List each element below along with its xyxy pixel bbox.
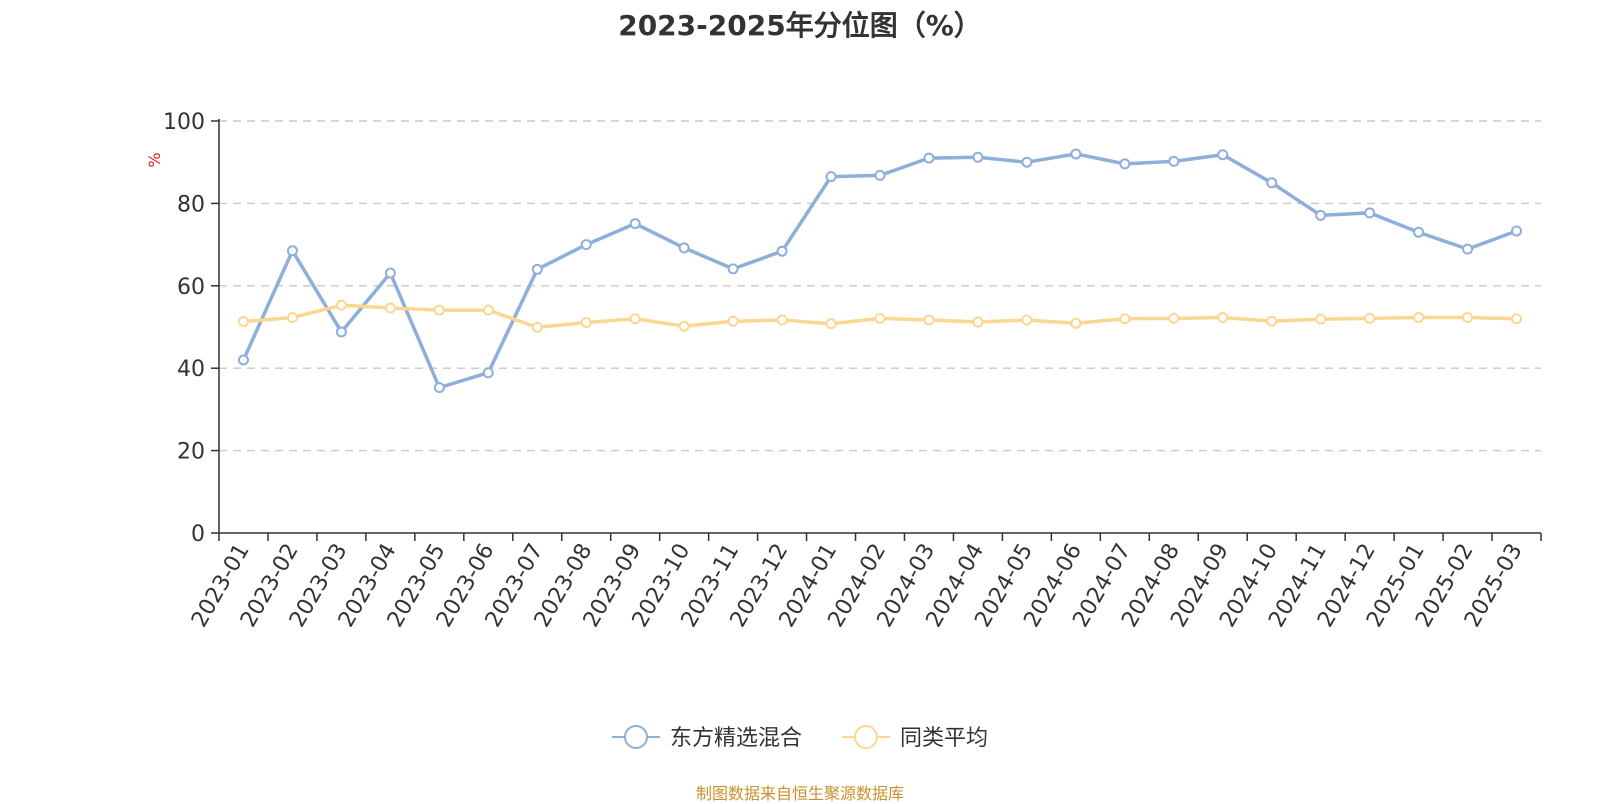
legend-item-2[interactable]: 同类平均 xyxy=(842,725,988,751)
legend-item-1[interactable]: 东方精选混合 xyxy=(612,725,802,751)
data-point xyxy=(923,314,935,326)
data-point xyxy=(825,318,837,330)
data-point xyxy=(825,171,837,183)
chart-title: 2023-2025年分位图（%） xyxy=(618,9,982,42)
grid-lines xyxy=(219,120,1541,452)
data-point xyxy=(678,242,690,254)
axes: 0204060801002023-012023-022023-032023-04… xyxy=(163,110,1542,632)
y-tick-label: 20 xyxy=(177,440,205,465)
data-point xyxy=(776,245,788,257)
data-point xyxy=(1119,313,1131,325)
data-point xyxy=(1217,312,1229,324)
data-point xyxy=(286,312,298,324)
data-point xyxy=(237,354,249,366)
data-point xyxy=(1364,312,1376,324)
data-point xyxy=(874,169,886,181)
legend[interactable]: 东方精选混合 同类平均 xyxy=(612,725,988,751)
data-point xyxy=(727,315,739,327)
data-point xyxy=(237,316,249,328)
data-point xyxy=(1021,314,1033,326)
data-point xyxy=(1364,207,1376,219)
data-point xyxy=(1119,158,1131,170)
data-point xyxy=(1462,312,1474,324)
data-point xyxy=(727,263,739,275)
data-point xyxy=(580,316,592,328)
series-line-1 xyxy=(241,152,1518,390)
data-point xyxy=(1266,315,1278,327)
data-point xyxy=(1413,312,1425,324)
y-tick-label: 100 xyxy=(163,110,205,135)
data-point xyxy=(972,151,984,163)
data-point xyxy=(482,304,494,316)
data-point xyxy=(1511,313,1523,325)
data-point xyxy=(531,263,543,275)
y-tick-label: 80 xyxy=(177,192,205,217)
data-point xyxy=(384,267,396,279)
y-tick-label: 0 xyxy=(191,522,205,547)
y-axis-unit-label: % xyxy=(145,152,164,167)
data-point xyxy=(1021,156,1033,168)
y-tick-label: 60 xyxy=(177,275,205,300)
legend-label: 同类平均 xyxy=(900,726,988,751)
data-point xyxy=(923,152,935,164)
data-point xyxy=(335,326,347,338)
data-point xyxy=(776,314,788,326)
data-point xyxy=(580,239,592,251)
legend-label: 东方精选混合 xyxy=(670,726,802,751)
data-point xyxy=(874,312,886,324)
data-point xyxy=(433,382,445,394)
data-point xyxy=(1168,312,1180,324)
data-point xyxy=(1168,155,1180,167)
data-point xyxy=(1070,317,1082,329)
data-point xyxy=(1315,313,1327,325)
data-point xyxy=(1462,243,1474,255)
data-point xyxy=(531,321,543,333)
data-point xyxy=(384,302,396,314)
series-lines xyxy=(237,148,1523,394)
y-tick-label: 40 xyxy=(177,357,205,382)
data-point xyxy=(335,299,347,311)
legend-marker xyxy=(854,725,878,749)
data-point xyxy=(1315,209,1327,221)
data-point xyxy=(972,316,984,328)
data-point xyxy=(629,218,641,230)
legend-marker xyxy=(624,725,648,749)
data-point xyxy=(629,313,641,325)
data-point xyxy=(1413,226,1425,238)
data-point xyxy=(1266,177,1278,189)
data-point xyxy=(678,320,690,332)
data-point xyxy=(1217,149,1229,161)
source-note: 制图数据来自恒生聚源数据库 xyxy=(695,784,904,803)
data-point xyxy=(1511,225,1523,237)
data-point xyxy=(286,245,298,257)
data-point xyxy=(1070,148,1082,160)
data-point xyxy=(482,367,494,379)
data-point xyxy=(433,304,445,316)
